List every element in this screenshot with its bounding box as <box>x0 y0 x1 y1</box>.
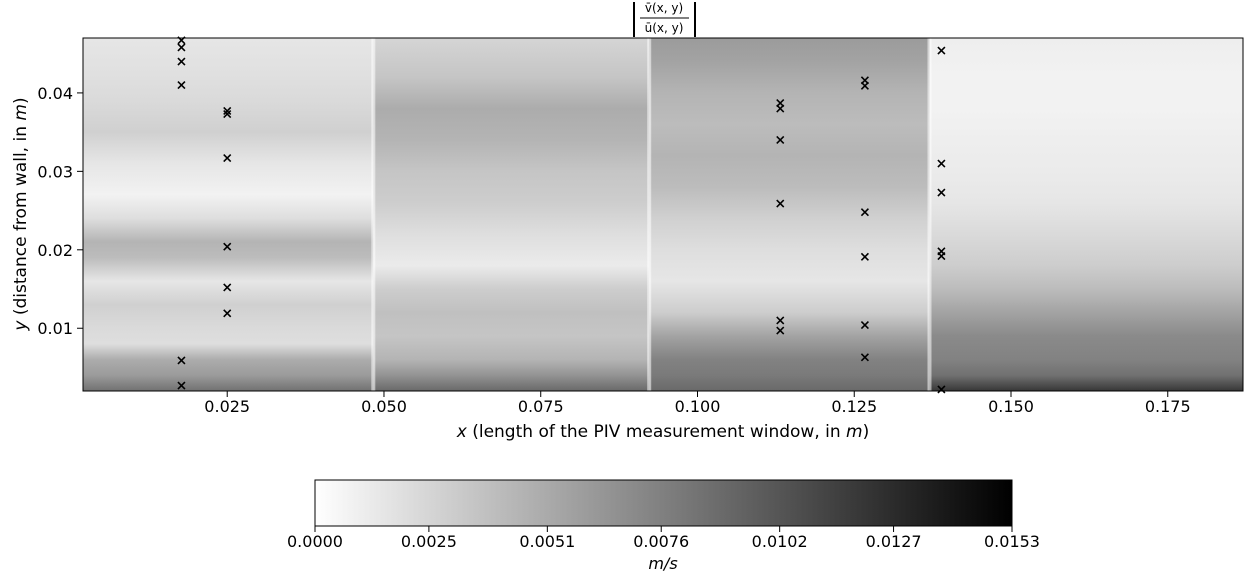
markers <box>177 36 946 394</box>
x-tick-label: 0.050 <box>361 397 407 416</box>
colorbar-tick-label: 0.0153 <box>984 532 1040 551</box>
y-axis: 0.01 0.02 0.03 0.04 <box>37 84 83 338</box>
marker-point <box>177 356 186 365</box>
x-tick-label: 0.125 <box>831 397 877 416</box>
colorbar: 0.0000 0.0025 0.0051 0.0076 0.0102 0.0127 0.01… <box>287 479 1040 573</box>
marker-point <box>776 326 785 335</box>
x-tick-label: 0.175 <box>1145 397 1191 416</box>
heatmap-panel-1 <box>83 38 374 391</box>
colorbar-tick-label: 0.0102 <box>752 532 808 551</box>
marker-point <box>177 57 186 66</box>
colorbar-ticks: 0.0000 0.0025 0.0051 0.0076 0.0102 0.0127 0.01… <box>287 526 1040 551</box>
marker-point <box>177 381 186 390</box>
marker-point <box>776 199 785 208</box>
marker-point <box>937 159 946 168</box>
heatmap <box>83 38 1243 391</box>
marker-point <box>776 104 785 113</box>
marker-point <box>937 46 946 55</box>
marker-point <box>223 153 232 163</box>
y-axis-label-close: ) <box>11 97 31 104</box>
x-tick-label: 0.100 <box>675 397 721 416</box>
plot-frame <box>82 37 1244 392</box>
title-denominator: ū(x, y) <box>645 21 684 35</box>
x-tick-label: 0.025 <box>204 397 250 416</box>
marker-point <box>776 135 785 145</box>
marker-point <box>177 43 186 52</box>
panel-boundary-3 <box>927 38 932 391</box>
marker-point <box>223 242 232 251</box>
marker-point <box>223 309 232 318</box>
x-axis-label: x (length of the PIV measurement window,… <box>456 422 870 442</box>
marker-point <box>937 385 946 394</box>
x-axis-label-text: (length of the PIV measurement window, i… <box>467 422 846 442</box>
x-axis-label-close: ) <box>863 422 870 442</box>
marker-point <box>223 110 232 119</box>
colorbar-label: m/s <box>648 554 677 573</box>
x-tick-label: 0.150 <box>988 397 1034 416</box>
marker-point <box>223 106 232 116</box>
colorbar-tick-label: 0.0025 <box>401 532 457 551</box>
marker-point <box>937 252 946 261</box>
chart-title: v̄(x, y) ū(x, y) <box>633 1 696 37</box>
x-axis: 0.025 0.050 0.075 0.100 0.125 0.150 0.175 <box>204 391 1191 416</box>
y-tick-label: 0.02 <box>37 241 73 260</box>
marker-point <box>937 188 946 197</box>
marker-point <box>177 81 186 90</box>
y-axis-label-text: (distance from wall, in <box>11 121 31 321</box>
colorbar-tick-label: 0.0127 <box>866 532 922 551</box>
x-axis-label-var: x <box>456 422 468 442</box>
y-axis-label-unit: m <box>11 104 31 121</box>
y-axis-label-var: y <box>11 320 31 332</box>
colorbar-tick-label: 0.0051 <box>519 532 575 551</box>
marker-point <box>860 81 869 90</box>
x-tick-label: 0.075 <box>518 397 564 416</box>
panel-boundary-2 <box>647 38 652 391</box>
heatmap-panel-3 <box>649 38 930 391</box>
marker-point <box>223 283 232 292</box>
y-axis-label: y (distance from wall, in m) <box>11 97 31 331</box>
marker-point <box>860 321 869 330</box>
x-axis-label-unit: m <box>846 422 863 442</box>
colorbar-tick-label: 0.0000 <box>287 532 343 551</box>
y-tick-label: 0.04 <box>37 84 73 103</box>
panel-boundary-1 <box>371 38 376 391</box>
colorbar-tick-label: 0.0076 <box>633 532 689 551</box>
heatmap-panel-4 <box>929 38 1243 391</box>
y-tick-label: 0.01 <box>37 319 73 338</box>
panel-boundaries <box>371 38 932 391</box>
heatmap-panel-2 <box>373 38 650 391</box>
y-tick-label: 0.03 <box>37 162 73 181</box>
title-numerator: v̄(x, y) <box>645 1 683 15</box>
colorbar-gradient <box>314 479 1013 527</box>
marker-point <box>860 208 869 217</box>
marker-point <box>776 316 785 325</box>
marker-point <box>860 252 869 261</box>
marker-point <box>860 353 869 362</box>
